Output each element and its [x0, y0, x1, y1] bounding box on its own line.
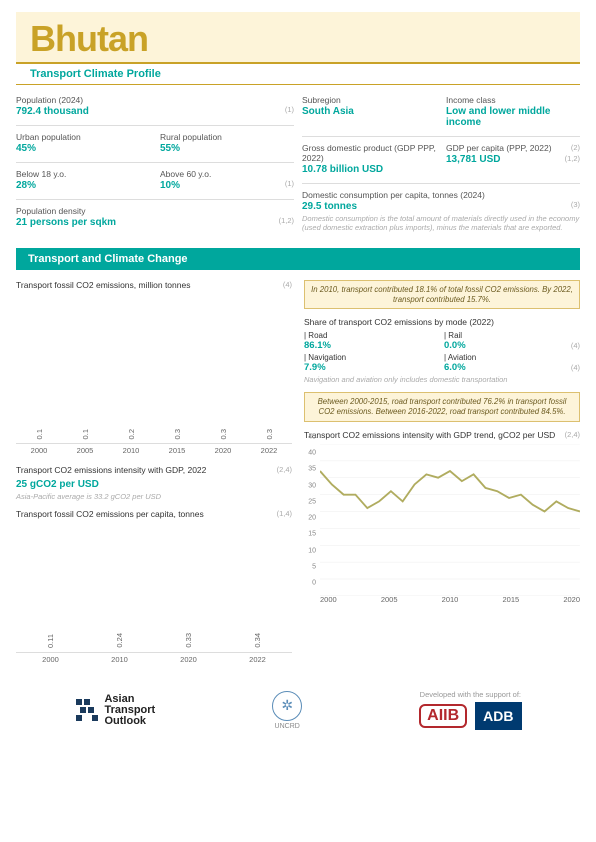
- content-grid: Transport fossil CO2 emissions, million …: [16, 280, 580, 674]
- stat-label: Above 60 y.o.: [160, 169, 294, 179]
- note: Domestic consumption is the total amount…: [302, 214, 580, 232]
- ref: (2,4): [565, 430, 580, 439]
- stat-label: Below 18 y.o.: [16, 169, 150, 179]
- mode-value: 6.0%: [444, 362, 580, 373]
- stat-value: Low and lower middle income: [446, 106, 580, 128]
- ref: (2): [571, 143, 580, 152]
- bar: 0.3: [202, 429, 244, 441]
- ref: (1): [285, 105, 294, 114]
- bar: 0.11: [18, 634, 83, 650]
- chart-title: Transport fossil CO2 emissions per capit…: [16, 509, 292, 519]
- stat-label: Population (2024): [16, 95, 294, 105]
- stat-value: 29.5 tonnes: [302, 201, 580, 212]
- ref: (1): [285, 179, 294, 188]
- bar-chart-per-capita: 0.110.240.330.34: [16, 523, 292, 653]
- bar: 0.1: [64, 429, 106, 441]
- callout: In 2010, transport contributed 18.1% of …: [304, 280, 580, 309]
- section-header: Transport and Climate Change: [16, 248, 580, 270]
- ref: (1,4): [277, 509, 292, 518]
- bar-labels: 2000201020202022: [16, 655, 292, 664]
- stat-value: 10.78 billion USD: [302, 164, 436, 175]
- bar: 0.34: [225, 633, 290, 650]
- ref: (3): [571, 200, 580, 209]
- note: Asia-Pacific average is 33.2 gCO2 per US…: [16, 492, 292, 501]
- bar: 0.3: [248, 429, 290, 441]
- ato-icon: [74, 697, 100, 723]
- line-chart: 051015202530354045 20002005201020152020: [304, 444, 580, 604]
- mode-label: | Aviation: [444, 353, 580, 362]
- stat-value: 25 gCO2 per USD: [16, 479, 292, 490]
- chart-title: Share of transport CO2 emissions by mode…: [304, 317, 580, 327]
- ato-text: AsianTransportOutlook: [104, 694, 155, 727]
- bar: 0.3: [156, 429, 198, 441]
- stats-grid: Population (2024) 792.4 thousand (1) Urb…: [16, 95, 580, 240]
- ref: (4): [283, 280, 292, 289]
- logos-row: AsianTransportOutlook ✲ UNCRD Developed …: [16, 684, 580, 736]
- stat-label: Gross domestic product (GDP PPP, 2022): [302, 143, 436, 163]
- stat-value: 21 persons per sqkm: [16, 217, 294, 228]
- stat-label: Rural population: [160, 132, 294, 142]
- stat-label: Urban population: [16, 132, 150, 142]
- callout: Between 2000-2015, road transport contri…: [304, 392, 580, 421]
- uncrd-logo: ✲ UNCRD: [272, 691, 302, 730]
- stat-value: 10%: [160, 180, 294, 191]
- ato-logo: AsianTransportOutlook: [74, 694, 155, 727]
- dev-with: Developed with the support of:: [419, 690, 521, 699]
- stat-value: 55%: [160, 143, 294, 154]
- ref: (1,2): [565, 154, 580, 163]
- page-title: Bhutan: [30, 18, 566, 60]
- stat-value: 792.4 thousand: [16, 106, 294, 117]
- ref: (1,2): [279, 216, 294, 225]
- ref: (4): [571, 341, 580, 350]
- bar: 0.1: [18, 429, 60, 441]
- stat-value: South Asia: [302, 106, 436, 117]
- ref: (2,4): [277, 465, 292, 474]
- ref: (4): [571, 363, 580, 372]
- adb-logo: ADB: [475, 702, 521, 730]
- mode-label: | Navigation: [304, 353, 440, 362]
- title-banner: Bhutan: [16, 12, 580, 64]
- mode-label: | Rail: [444, 331, 580, 340]
- bar: 0.33: [156, 633, 221, 650]
- stat-value: 28%: [16, 180, 150, 191]
- aiib-logo: AIIB: [419, 704, 467, 728]
- stat-label: Domestic consumption per capita, tonnes …: [302, 190, 580, 200]
- bar: 0.2: [110, 429, 152, 441]
- globe-icon: ✲: [272, 691, 302, 721]
- note: Navigation and aviation only includes do…: [304, 375, 580, 384]
- mode-label: | Road: [304, 331, 440, 340]
- stat-label: Income class: [446, 95, 580, 105]
- stat-value: 13,781 USD: [446, 154, 580, 165]
- bar: 0.24: [87, 633, 152, 650]
- stat-value: 45%: [16, 143, 150, 154]
- stat-label: Population density: [16, 206, 294, 216]
- chart-title: Transport fossil CO2 emissions, million …: [16, 280, 292, 290]
- bar-chart-emissions: 0.1 0.1 0.2 0.3 0.3 0.3: [16, 294, 292, 444]
- chart-title: Transport CO2 emissions intensity with G…: [304, 430, 580, 440]
- stat-label: Subregion: [302, 95, 436, 105]
- stat-label: GDP per capita (PPP, 2022): [446, 143, 580, 153]
- mode-value: 86.1%: [304, 340, 440, 351]
- subtitle: Transport Climate Profile: [16, 64, 580, 85]
- bar-labels: 200020052010201520202022: [16, 446, 292, 455]
- chart-title: Transport CO2 emissions intensity with G…: [16, 465, 292, 475]
- mode-value: 0.0%: [444, 340, 580, 351]
- mode-value: 7.9%: [304, 362, 440, 373]
